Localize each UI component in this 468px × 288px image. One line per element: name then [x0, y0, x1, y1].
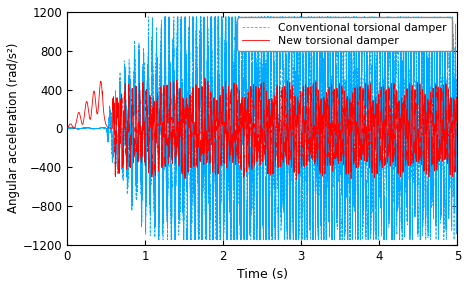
Conventional torsional damper: [334, 109, 339, 112]
New torsional damper: [294, 178, 300, 181]
New torsional damper: [334, 118, 339, 122]
New torsional damper: [383, 91, 389, 94]
Line: New torsional damper: New torsional damper: [67, 78, 457, 179]
New torsional damper: [454, 155, 460, 158]
Conventional torsional damper: [146, 15, 151, 18]
New torsional damper: [346, 132, 352, 136]
Y-axis label: Angular acceleration (rad/s²): Angular acceleration (rad/s²): [7, 43, 20, 213]
Legend: Conventional torsional damper, New torsional damper: Conventional torsional damper, New torsi…: [237, 17, 452, 52]
X-axis label: Time (s): Time (s): [237, 268, 288, 281]
Conventional torsional damper: [194, 90, 200, 93]
Line: Conventional torsional damper: Conventional torsional damper: [67, 17, 457, 240]
New torsional damper: [197, 98, 202, 101]
Conventional torsional damper: [185, 147, 190, 150]
Conventional torsional damper: [454, 151, 460, 155]
Conventional torsional damper: [346, 115, 352, 118]
New torsional damper: [65, 126, 70, 130]
Conventional torsional damper: [156, 238, 161, 242]
Conventional torsional damper: [197, 154, 202, 157]
Conventional torsional damper: [383, 191, 389, 195]
New torsional damper: [194, 138, 200, 142]
Conventional torsional damper: [65, 126, 70, 130]
New torsional damper: [202, 76, 208, 80]
New torsional damper: [185, 132, 190, 136]
